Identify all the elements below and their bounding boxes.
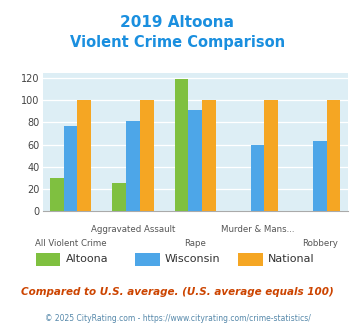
Bar (189, 110, 202, 211)
Bar (64, 126, 77, 211)
Text: Robbery: Robbery (302, 239, 338, 248)
Text: Altoona: Altoona (66, 254, 108, 264)
Bar (77, 100, 91, 211)
Text: Wisconsin: Wisconsin (165, 254, 221, 264)
Text: © 2025 CityRating.com - https://www.cityrating.com/crime-statistics/: © 2025 CityRating.com - https://www.city… (45, 314, 310, 323)
Text: Aggravated Assault: Aggravated Assault (91, 225, 175, 234)
Text: Violent Crime Comparison: Violent Crime Comparison (70, 35, 285, 50)
Bar (50, 178, 64, 211)
Bar (327, 100, 340, 211)
Bar (202, 100, 216, 211)
Bar (313, 141, 327, 211)
Bar (175, 79, 189, 211)
Text: Compared to U.S. average. (U.S. average equals 100): Compared to U.S. average. (U.S. average … (21, 287, 334, 297)
Text: National: National (268, 254, 315, 264)
Bar (113, 183, 126, 211)
Text: Rape: Rape (184, 239, 206, 248)
Bar (140, 100, 153, 211)
Text: All Violent Crime: All Violent Crime (35, 239, 106, 248)
Text: 2019 Altoona: 2019 Altoona (120, 15, 235, 30)
Bar (126, 121, 140, 211)
Bar (264, 100, 278, 211)
Bar (251, 145, 264, 211)
Text: Murder & Mans...: Murder & Mans... (221, 225, 294, 234)
